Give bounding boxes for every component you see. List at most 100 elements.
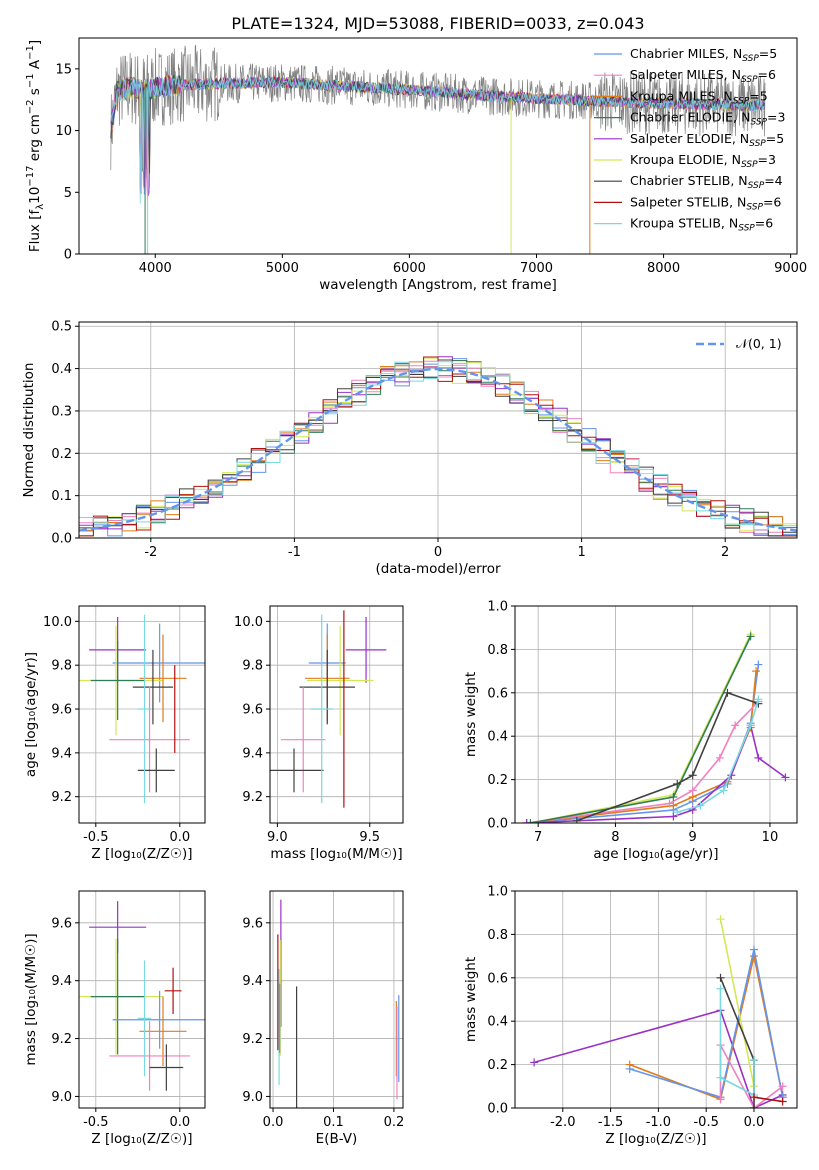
x-tick-label: 9.0 — [267, 830, 288, 845]
y-label-part: erg cm — [27, 114, 43, 165]
histograms — [79, 356, 797, 537]
x-axis-label: Z [log₁₀(Z/Z☉)] — [91, 1131, 192, 1147]
legend-sub: SSP — [741, 160, 758, 170]
weight-line-se — [533, 1009, 784, 1108]
error-bars — [79, 901, 205, 1091]
spectrum-panel: 4000 5000 6000 7000 8000 9000 0 5 10 15 wavelength… — [25, 37, 807, 293]
y-label-part: −17 — [25, 166, 36, 187]
y-tick-label: 0.4 — [487, 1015, 508, 1030]
y-axis-label: Normed distribution — [21, 363, 37, 498]
observed-spectrum — [110, 44, 766, 171]
axes-frame — [78, 37, 798, 255]
y-label-part: A — [27, 59, 43, 73]
x-tick-label: 9.5 — [359, 830, 380, 845]
y-tick-label: 10.0 — [43, 615, 72, 630]
y-tick-label: 0.2 — [487, 1058, 508, 1073]
weight-line-ss — [753, 1096, 783, 1103]
y-label-part: −1 — [25, 45, 36, 60]
weight-line-km — [526, 671, 757, 823]
y-label-part: 10 — [27, 187, 43, 204]
x-tick-label: 9000 — [774, 261, 807, 276]
y-tick-label: 10.0 — [234, 615, 263, 630]
z_mass-panel: -0.5 0.0 9.0 9.2 9.4 9.6 Z [log₁₀(Z/Z☉)] mass [… — [23, 890, 206, 1147]
legend-label-ks: Kroupa STELIB, NSSP=6 — [630, 216, 773, 234]
y-tick-label: 0.6 — [487, 971, 508, 986]
legend-ssp: =5 — [759, 46, 777, 61]
weight-line-ks — [719, 988, 755, 1097]
mass_age-panel: 9.0 9.5 9.2 9.4 9.6 9.8 10.0 mass [log₁₀(M/M☉)] — [234, 605, 404, 862]
weight-line-cs — [576, 691, 759, 822]
x-tick-label: 2 — [721, 545, 729, 560]
x-tick-label: -1.0 — [646, 1115, 671, 1130]
y-tick-label: 0.1 — [51, 489, 72, 504]
y-label-part: ] — [27, 40, 43, 45]
age_weight-panel: 7 8 9 10 0.0 0.2 0.4 0.6 0.8 1.0 age [log₁₀(age/yr… — [463, 600, 798, 862]
legend-label-ss: Salpeter STELIB, NSSP=6 — [630, 194, 781, 212]
error-bars — [270, 610, 387, 808]
x-axis-label: Z [log₁₀(Z/Z☉)] — [605, 1131, 706, 1147]
x-tick-label: 8000 — [647, 261, 680, 276]
legend-ssp: =5 — [749, 88, 767, 103]
x-tick-label: -1.5 — [598, 1115, 623, 1130]
weight-line-cm — [629, 949, 784, 1099]
x-tick-label: 1 — [577, 545, 585, 560]
figure-title: PLATE=1324, MJD=53088, FIBERID=0033, z=0… — [231, 14, 644, 33]
legend-label-sm: Salpeter MILES, NSSP=6 — [630, 67, 776, 85]
x-axis-label: E(B-V) — [316, 1131, 358, 1147]
y-tick-label: 9.8 — [242, 659, 263, 674]
y-label-part: −2 — [25, 99, 36, 114]
y-label-part: −1 — [25, 73, 36, 88]
x-tick-label: 7 — [534, 830, 542, 845]
y-tick-label: 0 — [64, 248, 72, 263]
legend-label-se: Salpeter ELODIE, NSSP=5 — [630, 131, 784, 149]
spectrum-lines — [110, 44, 766, 254]
y-tick-label: 9.4 — [242, 746, 263, 761]
legend-label-ce: Chabrier ELODIE, NSSP=3 — [630, 110, 785, 128]
legend-ssp: =3 — [767, 110, 785, 125]
y-tick-label: 0.6 — [487, 686, 508, 701]
y-tick-label: 9.6 — [51, 916, 72, 931]
y-tick-label: 9.4 — [51, 974, 72, 989]
x-tick-label: -0.5 — [83, 830, 108, 845]
legend: Chabrier MILES, NSSP=5 Salpeter MILES, NS… — [594, 46, 785, 234]
x-tick-label: -2.0 — [550, 1115, 575, 1130]
y-label-part: Flux [f — [27, 209, 43, 253]
x-axis-label: (data-model)/error — [375, 561, 501, 577]
y-tick-label: 9.2 — [51, 790, 72, 805]
legend-ssp: =6 — [755, 216, 773, 231]
axes-frame — [514, 605, 798, 824]
axes-frame — [78, 605, 206, 824]
legend-ssp: =5 — [766, 131, 784, 146]
legend-ssp: =6 — [758, 67, 776, 82]
y-tick-label: 9.0 — [51, 1090, 72, 1105]
y-axis-label: mass weight — [463, 672, 479, 757]
axes-frame — [269, 890, 404, 1109]
residuals-panel: -2 -1 0 1 2 0.0 0.1 0.2 0.3 0.4 0.5 (data-model)/er… — [21, 320, 798, 577]
legend-sub: SSP — [733, 96, 750, 106]
y-tick-label: 10 — [55, 124, 72, 139]
legend-sub: SSP — [742, 54, 759, 64]
x-tick-label: 7000 — [520, 261, 553, 276]
x-tick-label: 0.0 — [263, 1115, 284, 1130]
error-bars — [79, 614, 205, 804]
legend-sub: SSP — [738, 224, 755, 234]
y-tick-label: 0.2 — [487, 773, 508, 788]
legend-sub: SSP — [748, 181, 765, 191]
ebv_mass-panel: 0.0 0.1 0.2 9.0 9.2 9.4 9.6 E(B-V) — [242, 890, 404, 1147]
y-tick-label: 9.2 — [242, 1032, 263, 1047]
y-axis-label: mass [log₁₀(M/M☉)] — [23, 933, 39, 1065]
x-tick-label: 0.0 — [744, 1115, 765, 1130]
y-tick-label: 0.8 — [487, 643, 508, 658]
weight-lines — [522, 630, 790, 823]
z_age-panel: -0.5 0.0 9.2 9.4 9.6 9.8 10.0 Z [log₁₀(Z/Z☉)] ag… — [23, 605, 206, 862]
x-tick-label: -0.5 — [693, 1115, 718, 1130]
error-bars — [277, 899, 400, 1108]
y-tick-label: 9.6 — [242, 703, 263, 718]
legend-ssp: =4 — [764, 173, 782, 188]
y-tick-label: 9.4 — [242, 974, 263, 989]
legend-ssp: =6 — [763, 194, 781, 209]
weight-line-cs — [719, 977, 755, 1108]
axes-frame — [269, 605, 404, 824]
x-tick-label: 0 — [434, 545, 442, 560]
